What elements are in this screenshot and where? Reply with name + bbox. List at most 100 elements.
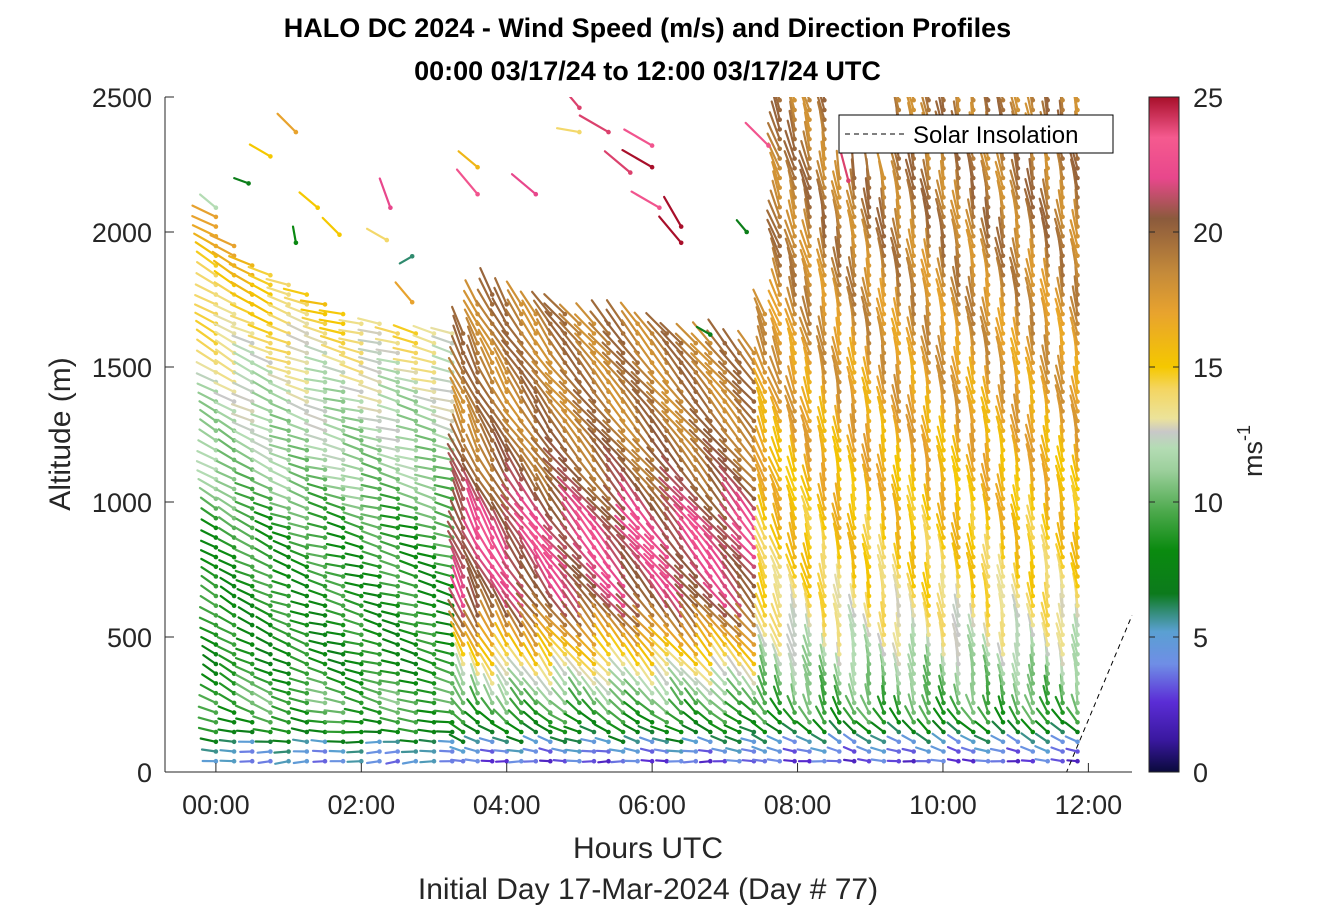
barb-shaft xyxy=(417,589,436,598)
wind-barb xyxy=(326,739,346,745)
barb-point xyxy=(431,681,437,686)
barb-point xyxy=(562,632,568,638)
barb-shaft xyxy=(435,631,454,636)
barb-point xyxy=(359,652,364,657)
wind-barb xyxy=(247,265,273,278)
barb-shaft xyxy=(377,393,399,403)
barb-point xyxy=(268,690,273,696)
wind-barb xyxy=(344,572,364,579)
barb-point xyxy=(304,477,310,482)
barb-shaft xyxy=(466,641,479,666)
wind-barb xyxy=(288,697,310,706)
barb-shaft xyxy=(449,499,465,530)
barb-point xyxy=(489,593,495,599)
wind-barb xyxy=(239,758,255,764)
wind-barb xyxy=(480,758,495,764)
barb-point xyxy=(460,428,466,434)
barb-point xyxy=(286,545,291,550)
barb-point xyxy=(359,622,364,628)
barb-shaft xyxy=(266,323,290,335)
barb-point xyxy=(475,671,480,676)
wind-barb xyxy=(358,373,382,385)
barb-shaft xyxy=(231,392,254,403)
wind-barb xyxy=(305,552,328,560)
barb-shaft xyxy=(344,581,363,588)
barb-shaft xyxy=(361,660,381,666)
barb-point xyxy=(304,457,310,463)
wind-barb xyxy=(320,343,346,356)
wind-barb xyxy=(396,491,419,502)
barb-point xyxy=(678,739,684,745)
barb-point xyxy=(304,574,310,579)
barb-point xyxy=(377,370,382,375)
barb-point xyxy=(431,477,437,482)
wind-barb xyxy=(209,234,237,249)
barb-shaft xyxy=(196,261,217,277)
barb-shaft xyxy=(434,648,454,656)
barb-shaft xyxy=(342,433,363,442)
wind-barb xyxy=(434,657,455,667)
barb-point xyxy=(548,729,553,735)
barb-shaft xyxy=(323,709,345,714)
barb-point xyxy=(460,340,466,346)
wind-barb xyxy=(378,687,401,696)
wind-barb xyxy=(466,576,480,608)
wind-barb xyxy=(653,674,669,696)
barb-point xyxy=(577,399,582,404)
barb-shaft xyxy=(198,616,217,627)
wind-barb xyxy=(252,480,273,492)
wind-barb xyxy=(287,454,310,463)
barb-shaft xyxy=(213,370,236,384)
barb-shaft xyxy=(344,530,363,539)
barb-point xyxy=(359,486,364,492)
barb-shaft xyxy=(466,576,479,607)
barb-shaft xyxy=(215,488,236,500)
barb-shaft xyxy=(199,418,217,432)
wind-barb xyxy=(363,608,382,618)
wind-barb xyxy=(200,574,219,589)
wind-barb xyxy=(521,677,539,696)
barb-shaft xyxy=(253,501,272,510)
barb-point xyxy=(460,642,466,647)
barb-point xyxy=(340,749,346,754)
barb-shaft xyxy=(340,407,363,413)
barb-point xyxy=(460,671,466,676)
barb-point xyxy=(678,564,684,570)
barb-shaft xyxy=(449,460,465,491)
barb-point xyxy=(359,379,364,385)
barb-shaft xyxy=(466,567,479,598)
barb-point xyxy=(460,438,466,443)
barb-point xyxy=(460,331,466,336)
barb-point xyxy=(268,331,273,336)
barb-point xyxy=(395,749,401,754)
barb-point xyxy=(504,681,510,686)
wind-barb xyxy=(342,442,364,453)
wind-barb xyxy=(378,383,401,395)
barb-shaft xyxy=(198,400,217,413)
wind-barb xyxy=(452,314,466,346)
barb-point xyxy=(322,477,328,482)
wind-barb xyxy=(251,391,273,404)
wind-barb xyxy=(272,558,291,570)
barb-point xyxy=(395,632,401,638)
barb-point xyxy=(475,720,480,725)
wind-barb xyxy=(322,365,346,375)
wind-barb xyxy=(452,631,466,657)
barb-point xyxy=(231,399,237,404)
barb-shaft xyxy=(399,637,417,646)
barb-shaft xyxy=(194,283,217,296)
barb-shaft xyxy=(271,531,290,539)
barb-point xyxy=(322,613,328,618)
barb-shaft xyxy=(447,530,465,559)
barb-shaft xyxy=(379,514,399,520)
wind-barb xyxy=(379,592,401,599)
wind-barb xyxy=(452,324,466,356)
barb-shaft xyxy=(308,639,327,646)
barb-point xyxy=(762,642,768,647)
barb-point xyxy=(591,642,597,647)
barb-point xyxy=(489,370,495,375)
barb-point xyxy=(268,525,273,531)
barb-shaft xyxy=(234,704,254,714)
wind-barb xyxy=(640,758,655,764)
wind-barb xyxy=(361,686,382,696)
